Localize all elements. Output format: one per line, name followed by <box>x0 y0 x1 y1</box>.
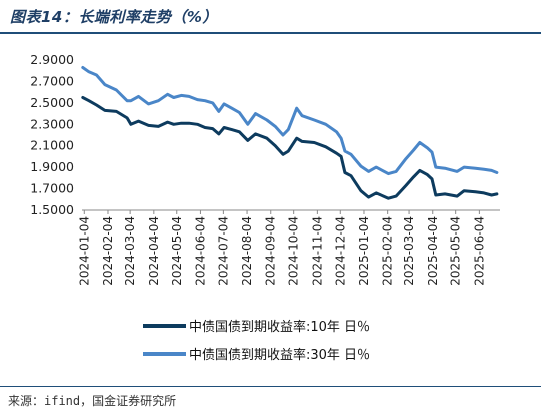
y-tick-label: 2.7000 <box>30 73 74 88</box>
x-tick-label: 2025-03-04 <box>402 216 416 286</box>
x-tick-label: 2024-02-04 <box>101 216 115 286</box>
legend-entry-30y: 中债国债到期收益率:30年 日％ <box>143 347 370 363</box>
y-tick-label: 2.9000 <box>30 52 74 67</box>
x-tick-label: 2024-03-04 <box>123 216 137 286</box>
x-tick-label: 2024-04-04 <box>147 216 161 286</box>
y-tick-label: 2.5000 <box>30 95 74 110</box>
x-tick-label: 2024-10-04 <box>287 216 301 286</box>
source-note: 来源：ifind，国金证券研究所 <box>8 394 177 408</box>
x-tick-label: 2024-05-04 <box>170 216 184 286</box>
source-divider <box>0 386 541 387</box>
x-tick-label: 2024-11-04 <box>310 216 324 286</box>
series-line-30y <box>81 66 499 176</box>
x-tick-label: 2024-07-04 <box>216 216 230 286</box>
x-tick-label: 2025-05-04 <box>449 216 463 286</box>
series-line-10y <box>81 96 499 200</box>
y-axis: 2.9000 2.7000 2.5000 2.3000 2.1000 1.9000 1.70… <box>30 52 74 217</box>
legend-label: 中债国债到期收益率:30年 日％ <box>189 347 370 363</box>
legend: 中债国债到期收益率:10年 日％ 中债国债到期收益率:30年 日％ <box>143 319 370 363</box>
y-tick-label: 2.3000 <box>30 116 74 131</box>
x-tick-label: 2024-12-04 <box>333 216 347 286</box>
series-lines <box>81 66 499 200</box>
legend-label: 中债国债到期收益率:10年 日％ <box>189 319 370 335</box>
y-tick-label: 1.9000 <box>30 159 74 174</box>
x-tick-label: 2025-01-04 <box>357 216 371 286</box>
y-tick-label: 1.7000 <box>30 181 74 196</box>
x-tick-label: 2024-09-04 <box>264 216 278 286</box>
y-tick-label: 2.1000 <box>30 138 74 153</box>
x-tick-label: 2024-08-04 <box>240 216 254 286</box>
x-tick-label: 2024-06-04 <box>193 216 207 286</box>
yield-line-chart: 2.9000 2.7000 2.5000 2.3000 2.1000 1.9000 1.70… <box>30 52 500 363</box>
y-tick-label: 1.5000 <box>30 202 74 217</box>
x-tick-label: 2025-02-04 <box>381 216 395 286</box>
chart-title: 图表14：长端利率走势（%） <box>10 8 218 26</box>
title-divider <box>0 32 541 34</box>
x-axis: 2024-01-04 2024-02-04 2024-03-04 2024-04-04… <box>77 209 500 286</box>
x-tick-label: 2025-06-04 <box>472 216 486 286</box>
x-tick-label: 2025-04-04 <box>426 216 440 286</box>
legend-entry-10y: 中债国债到期收益率:10年 日％ <box>143 319 370 335</box>
x-tick-label: 2024-01-04 <box>77 216 91 286</box>
